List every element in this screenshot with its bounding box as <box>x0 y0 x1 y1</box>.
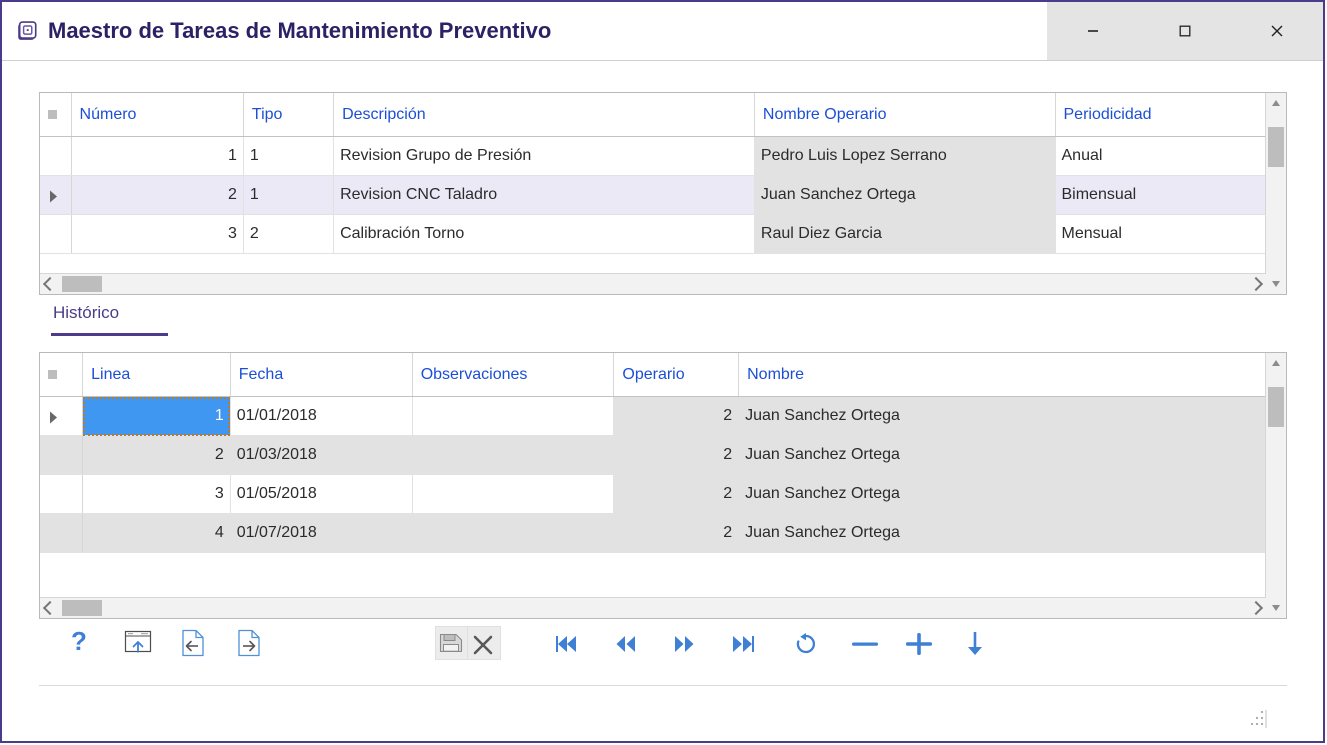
svg-text:?: ? <box>71 629 87 655</box>
